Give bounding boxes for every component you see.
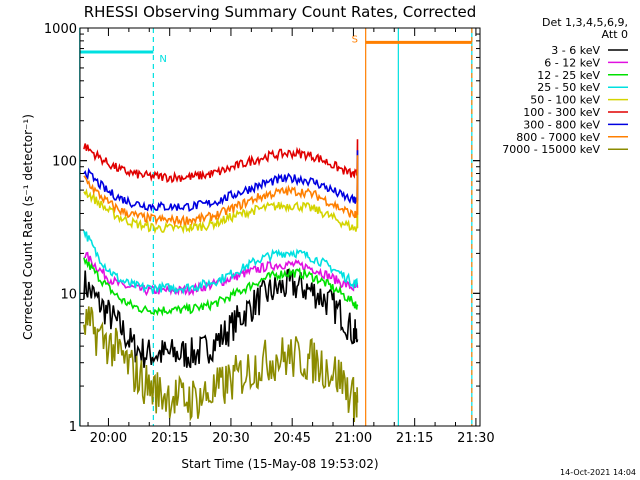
series-line-5 xyxy=(83,139,359,184)
x-tick-label: 21:30 xyxy=(457,431,494,446)
flag-label-N: N xyxy=(159,54,166,65)
y-tick-label: 100 xyxy=(52,155,77,170)
legend-label-8: 7000 - 15000 keV xyxy=(502,143,600,156)
flag-label-S: S xyxy=(352,34,358,45)
legend-label-2: 12 - 25 keV xyxy=(537,69,600,82)
legend-label-6: 300 - 800 keV xyxy=(523,118,600,131)
series-line-4 xyxy=(83,173,359,235)
legend-detectors: Det 1,3,4,5,6,9, xyxy=(542,16,628,29)
series-line-6 xyxy=(83,150,359,212)
series-line-3 xyxy=(83,230,359,295)
timestamp: 14-Oct-2021 14:04 xyxy=(560,468,636,477)
series-line-2 xyxy=(83,257,359,317)
x-axis: 20:00 20:15 20:30 20:45 21:00 21:15 21:30 xyxy=(87,28,495,446)
x-axis-label: Start Time (15-May-08 19:53:02) xyxy=(181,457,378,471)
plot-frame xyxy=(79,27,481,427)
plot-area: NS xyxy=(79,28,473,426)
x-tick-label: 20:00 xyxy=(90,431,127,446)
x-tick-label: 20:45 xyxy=(273,431,310,446)
y-tick-label: 1 xyxy=(69,420,77,435)
y-axis-label: Corrected Count Rate (s⁻¹ detector⁻¹) xyxy=(21,114,35,340)
legend-label-4: 50 - 100 keV xyxy=(530,94,600,107)
series-line-8 xyxy=(83,306,359,423)
x-tick-label: 21:15 xyxy=(396,431,433,446)
legend-label-1: 6 - 12 keV xyxy=(544,56,600,69)
series-line-0 xyxy=(83,268,359,369)
chart-title: RHESSI Observing Summary Count Rates, Co… xyxy=(84,3,477,21)
y-axis: 1 10 100 1000 xyxy=(44,22,480,435)
legend-attenuator: Att 0 xyxy=(602,28,628,41)
x-tick-label: 21:00 xyxy=(335,431,372,446)
series-line-7 xyxy=(83,155,359,228)
legend-label-5: 100 - 300 keV xyxy=(523,106,600,119)
y-tick-label: 1000 xyxy=(44,22,77,37)
x-tick-label: 20:15 xyxy=(151,431,188,446)
legend-label-0: 3 - 6 keV xyxy=(551,44,600,57)
y-tick-label: 10 xyxy=(60,287,77,302)
legend-label-3: 25 - 50 keV xyxy=(537,81,600,94)
x-tick-label: 20:30 xyxy=(212,431,249,446)
legend-label-7: 800 - 7000 keV xyxy=(516,131,600,144)
